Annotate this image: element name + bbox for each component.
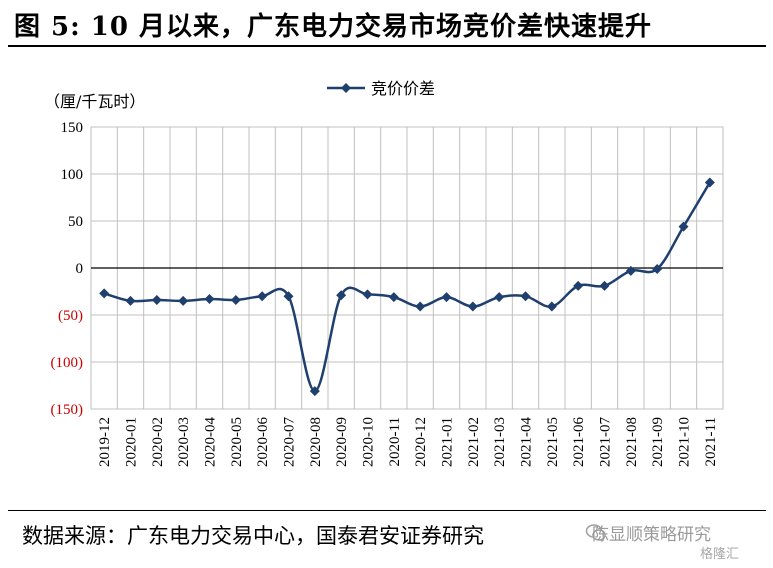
x-tick-label: 2019-12 — [97, 417, 113, 467]
x-tick-label: 2021-03 — [492, 417, 508, 467]
bottom-rule — [8, 510, 766, 511]
data-point — [415, 301, 426, 312]
x-tick-label: 2020-08 — [308, 417, 324, 467]
data-point — [546, 301, 557, 312]
x-tick-label: 2020-04 — [203, 417, 219, 467]
line-chart: 150 100 50 0 (50) (100) (150) 2019-12 2020-01 202… — [44, 79, 724, 467]
legend-label: 竞价价差 — [371, 79, 435, 98]
data-point — [99, 288, 110, 299]
figure-title: 图 5: 10 月以来，广东电力交易市场竞价差快速提升 — [14, 12, 653, 42]
legend-marker — [341, 83, 351, 93]
x-tick-label: 2020-01 — [124, 417, 140, 467]
data-point — [125, 295, 136, 306]
x-tick-label: 2021-11 — [703, 417, 719, 466]
watermark-logo-text: 格隆汇 — [700, 547, 740, 562]
x-tick-label: 2021-02 — [466, 417, 482, 467]
data-point — [388, 292, 399, 303]
data-point — [494, 292, 505, 303]
x-tick-label: 2021-06 — [571, 417, 587, 467]
x-tick-label: 2020-05 — [229, 417, 245, 467]
x-tick-label: 2020-02 — [150, 417, 166, 467]
data-point — [257, 291, 268, 302]
source-note: 数据来源：广东电力交易中心，国泰君安证券研究 — [22, 524, 484, 548]
figure-header: 图 5: 10 月以来，广东电力交易市场竞价差快速提升 — [0, 0, 773, 44]
data-point — [678, 221, 689, 232]
x-tick-label: 2021-09 — [650, 417, 666, 467]
x-tick-label: 2021-08 — [624, 417, 640, 467]
data-point — [625, 265, 636, 276]
data-point — [204, 294, 215, 305]
data-point — [336, 290, 347, 301]
y-tick-label: (100) — [51, 355, 84, 371]
x-tick-label: 2021-07 — [598, 417, 614, 467]
x-tick-label: 2021-05 — [545, 417, 561, 467]
x-tick-label: 2021-01 — [440, 417, 456, 467]
x-tick-label: 2021-04 — [519, 417, 535, 467]
data-point — [178, 295, 189, 306]
y-tick-label: (50) — [58, 308, 83, 324]
data-point — [362, 289, 373, 300]
x-tick-label: 2020-07 — [282, 417, 298, 467]
y-tick-label: (150) — [51, 402, 84, 418]
data-point — [283, 291, 294, 302]
x-tick-label: 2020-12 — [413, 417, 429, 467]
data-point — [520, 291, 531, 302]
y-tick-label: 150 — [61, 120, 84, 136]
data-point — [309, 386, 320, 397]
x-tick-label: 2020-10 — [361, 417, 377, 467]
data-point — [467, 301, 478, 312]
x-tick-label: 2020-09 — [334, 417, 350, 467]
y-axis-label: （厘/千瓦时） — [44, 92, 145, 111]
data-point — [230, 294, 241, 305]
data-point — [704, 177, 715, 188]
y-tick-label: 0 — [76, 261, 84, 277]
data-point — [573, 280, 584, 291]
x-tick-label: 2020-03 — [176, 417, 192, 467]
wechat-icon — [585, 524, 606, 541]
y-tick-label: 50 — [68, 214, 83, 230]
x-tick-label: 2021-10 — [677, 417, 693, 467]
top-rule — [8, 45, 766, 47]
data-point — [599, 280, 610, 291]
data-point — [441, 292, 452, 303]
data-point — [151, 294, 162, 305]
data-point — [652, 263, 663, 274]
watermark-text: 陈显顺策略研究 — [592, 525, 711, 545]
y-tick-label: 100 — [61, 167, 84, 183]
x-tick-label: 2020-11 — [387, 417, 403, 466]
x-tick-label: 2020-06 — [255, 417, 271, 467]
